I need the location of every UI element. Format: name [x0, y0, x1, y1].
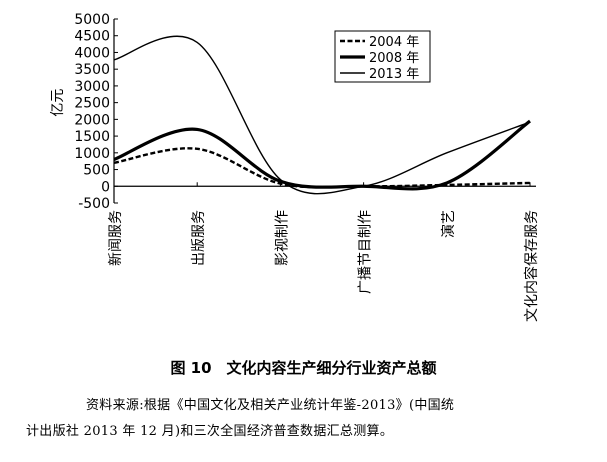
y-tick-label: 500: [83, 163, 110, 179]
figure-caption: 图 10 文化内容生产细分行业资产总额: [170, 359, 437, 377]
y-axis: -500050010001500200025003000350040004500…: [74, 12, 118, 212]
series-line-0: [113, 147, 531, 189]
source-note: 资料来源:根据《中国文化及相关产业统计年鉴-2013》(中国统 计出版社 201…: [26, 393, 586, 445]
legend-label: 2008 年: [369, 51, 419, 66]
x-tick-label: 广播节目制作: [358, 210, 374, 294]
y-tick-label: 0: [101, 179, 110, 195]
y-tick-label: 3000: [74, 79, 110, 95]
x-tick-label: 出版服务: [191, 210, 207, 266]
y-tick-label: 1500: [74, 129, 110, 145]
y-tick-label: 2000: [74, 112, 110, 128]
series-line-2: [113, 35, 531, 195]
y-tick-label: 4000: [74, 45, 110, 61]
y-tick-label: 1000: [74, 146, 110, 162]
line-chart: -500050010001500200025003000350040004500…: [50, 12, 540, 322]
x-tick-label: 文化内容保存服务: [523, 210, 540, 322]
y-tick-label: 5000: [74, 12, 110, 28]
series-line-1: [113, 119, 531, 191]
source-line-1: 资料来源:根据《中国文化及相关产业统计年鉴-2013》(中国统: [86, 398, 455, 413]
x-axis: 新闻服务 出版服务 影视制作 广播节目制作 演艺 文化内容保存服务: [108, 182, 540, 322]
y-tick-label: 3500: [74, 62, 110, 78]
y-tick-label: 4500: [74, 29, 110, 45]
x-tick-label: 影视制作: [274, 210, 290, 266]
x-tick-label: 新闻服务: [108, 210, 124, 266]
legend-label: 2004 年: [369, 35, 419, 50]
y-tick-label: -500: [78, 196, 110, 212]
x-tick-label: 演艺: [441, 210, 457, 238]
y-tick-label: 2500: [74, 96, 110, 112]
source-line-2: 计出版社 2013 年 12 月)和三次全国经济普查数据汇总测算。: [26, 424, 394, 439]
y-axis-label: 亿元: [50, 89, 66, 117]
series-lines: [113, 35, 531, 195]
legend-label: 2013 年: [369, 67, 419, 82]
